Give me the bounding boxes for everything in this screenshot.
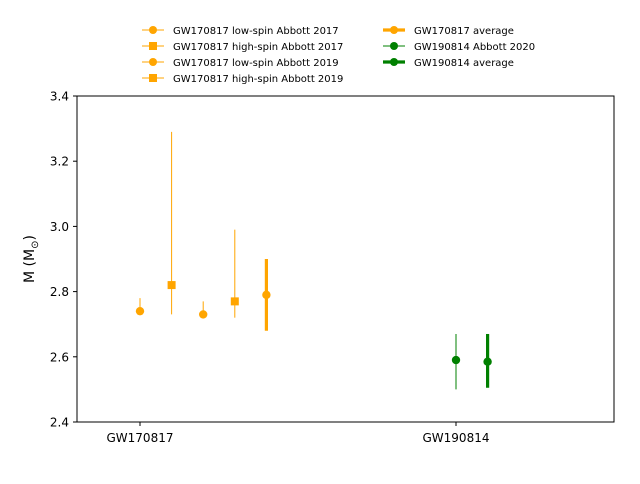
- legend-marker: [390, 58, 398, 66]
- legend-label: GW170817 average: [414, 26, 514, 37]
- legend-marker: [149, 42, 157, 50]
- series-gw170817-low-spin-abbott-2019: [199, 301, 208, 319]
- legend-label: GW170817 low-spin Abbott 2017: [173, 26, 339, 37]
- y-tick-label: 3.4: [50, 90, 69, 104]
- y-tick-label: 2.6: [50, 350, 69, 364]
- legend-entry: GW170817 low-spin Abbott 2019: [142, 58, 339, 69]
- legend-label: GW170817 high-spin Abbott 2017: [173, 42, 343, 53]
- y-axis-label-close: ): [22, 235, 38, 240]
- legend-marker: [390, 26, 398, 34]
- data-point: [135, 306, 145, 316]
- series-gw190814-average: [483, 333, 492, 388]
- series-gw170817-high-spin-abbott-2017: [167, 131, 176, 315]
- legend-marker: [149, 58, 157, 66]
- data-point: [451, 355, 461, 365]
- y-axis-label: M (M⊙): [22, 235, 41, 283]
- legend-entry: GW190814 average: [383, 58, 514, 69]
- y-tick-label: 3.0: [50, 220, 69, 234]
- data-point: [262, 290, 271, 300]
- series-gw170817-high-spin-abbott-2019: [230, 229, 239, 318]
- series-gw190814-abbott-2020: [451, 333, 461, 390]
- y-tick-label: 3.2: [50, 155, 69, 169]
- x-tick-label: GW170817: [107, 431, 174, 445]
- x-tick-label: GW190814: [423, 431, 490, 445]
- data-point: [167, 281, 176, 290]
- y-axis-label-main: M (M: [22, 249, 38, 283]
- plot-data: [135, 131, 492, 390]
- data-point: [199, 310, 208, 319]
- legend-marker: [149, 26, 157, 34]
- legend-label: GW170817 high-spin Abbott 2019: [173, 74, 343, 85]
- legend-entry: GW170817 high-spin Abbott 2017: [142, 42, 343, 53]
- legend-label: GW190814 average: [414, 58, 514, 69]
- legend-marker: [149, 74, 157, 82]
- y-tick-label: 2.8: [50, 285, 69, 299]
- legend-entry: GW170817 high-spin Abbott 2019: [142, 74, 343, 85]
- axes: 2.4 2.6 2.8 3.0 3.2 3.4 GW170817 GW190814: [50, 90, 490, 446]
- data-point: [483, 357, 492, 366]
- y-axis-label-sub: ⊙: [30, 241, 41, 249]
- legend-label: GW190814 Abbott 2020: [414, 42, 535, 53]
- series-gw170817-low-spin-abbott-2017: [135, 298, 145, 316]
- legend-entry: GW170817 average: [383, 26, 514, 37]
- legend-marker: [390, 42, 398, 50]
- legend: GW170817 low-spin Abbott 2017 GW170817 hi…: [142, 26, 535, 85]
- data-point: [230, 297, 239, 306]
- plot-frame: [76, 95, 615, 423]
- y-tick-label: 2.4: [50, 416, 69, 430]
- legend-label: GW170817 low-spin Abbott 2019: [173, 58, 339, 69]
- legend-entry: GW170817 low-spin Abbott 2017: [142, 26, 339, 37]
- series-gw170817-average: [262, 259, 271, 331]
- legend-entry: GW190814 Abbott 2020: [383, 42, 535, 53]
